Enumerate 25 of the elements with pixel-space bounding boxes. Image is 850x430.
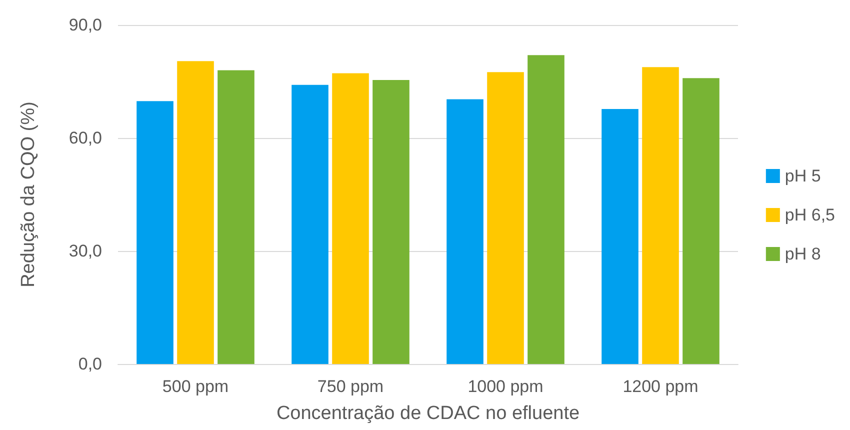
x-tick-label: 1000 ppm [468, 377, 544, 396]
legend-label: pH 8 [784, 244, 821, 264]
x-tick-label: 750 ppm [317, 377, 384, 396]
bar [602, 108, 638, 364]
bar [446, 99, 484, 364]
bar [487, 72, 524, 364]
bar [292, 84, 328, 364]
legend-label: pH 6,5 [784, 206, 836, 224]
bar [218, 70, 254, 364]
y-axis-title: Redução da CQO (%) [18, 102, 39, 288]
y-tick-label: 0,0 [78, 354, 102, 374]
y-tick-label: 90,0 [68, 16, 102, 34]
x-tick-label: 500 ppm [162, 377, 229, 396]
x-axis-title: Concentração de CDAC no efluente [276, 403, 580, 424]
bar [642, 67, 679, 364]
bar [177, 61, 214, 364]
y-tick-label: 30,0 [68, 242, 102, 260]
bar [136, 101, 174, 364]
bar [332, 73, 369, 364]
legend-label: pH 5 [784, 166, 821, 186]
bar [682, 78, 720, 364]
y-tick-label: 60,0 [68, 128, 102, 148]
bar [372, 80, 410, 364]
bar [528, 55, 564, 364]
x-tick-label: 1200 ppm [622, 377, 698, 396]
